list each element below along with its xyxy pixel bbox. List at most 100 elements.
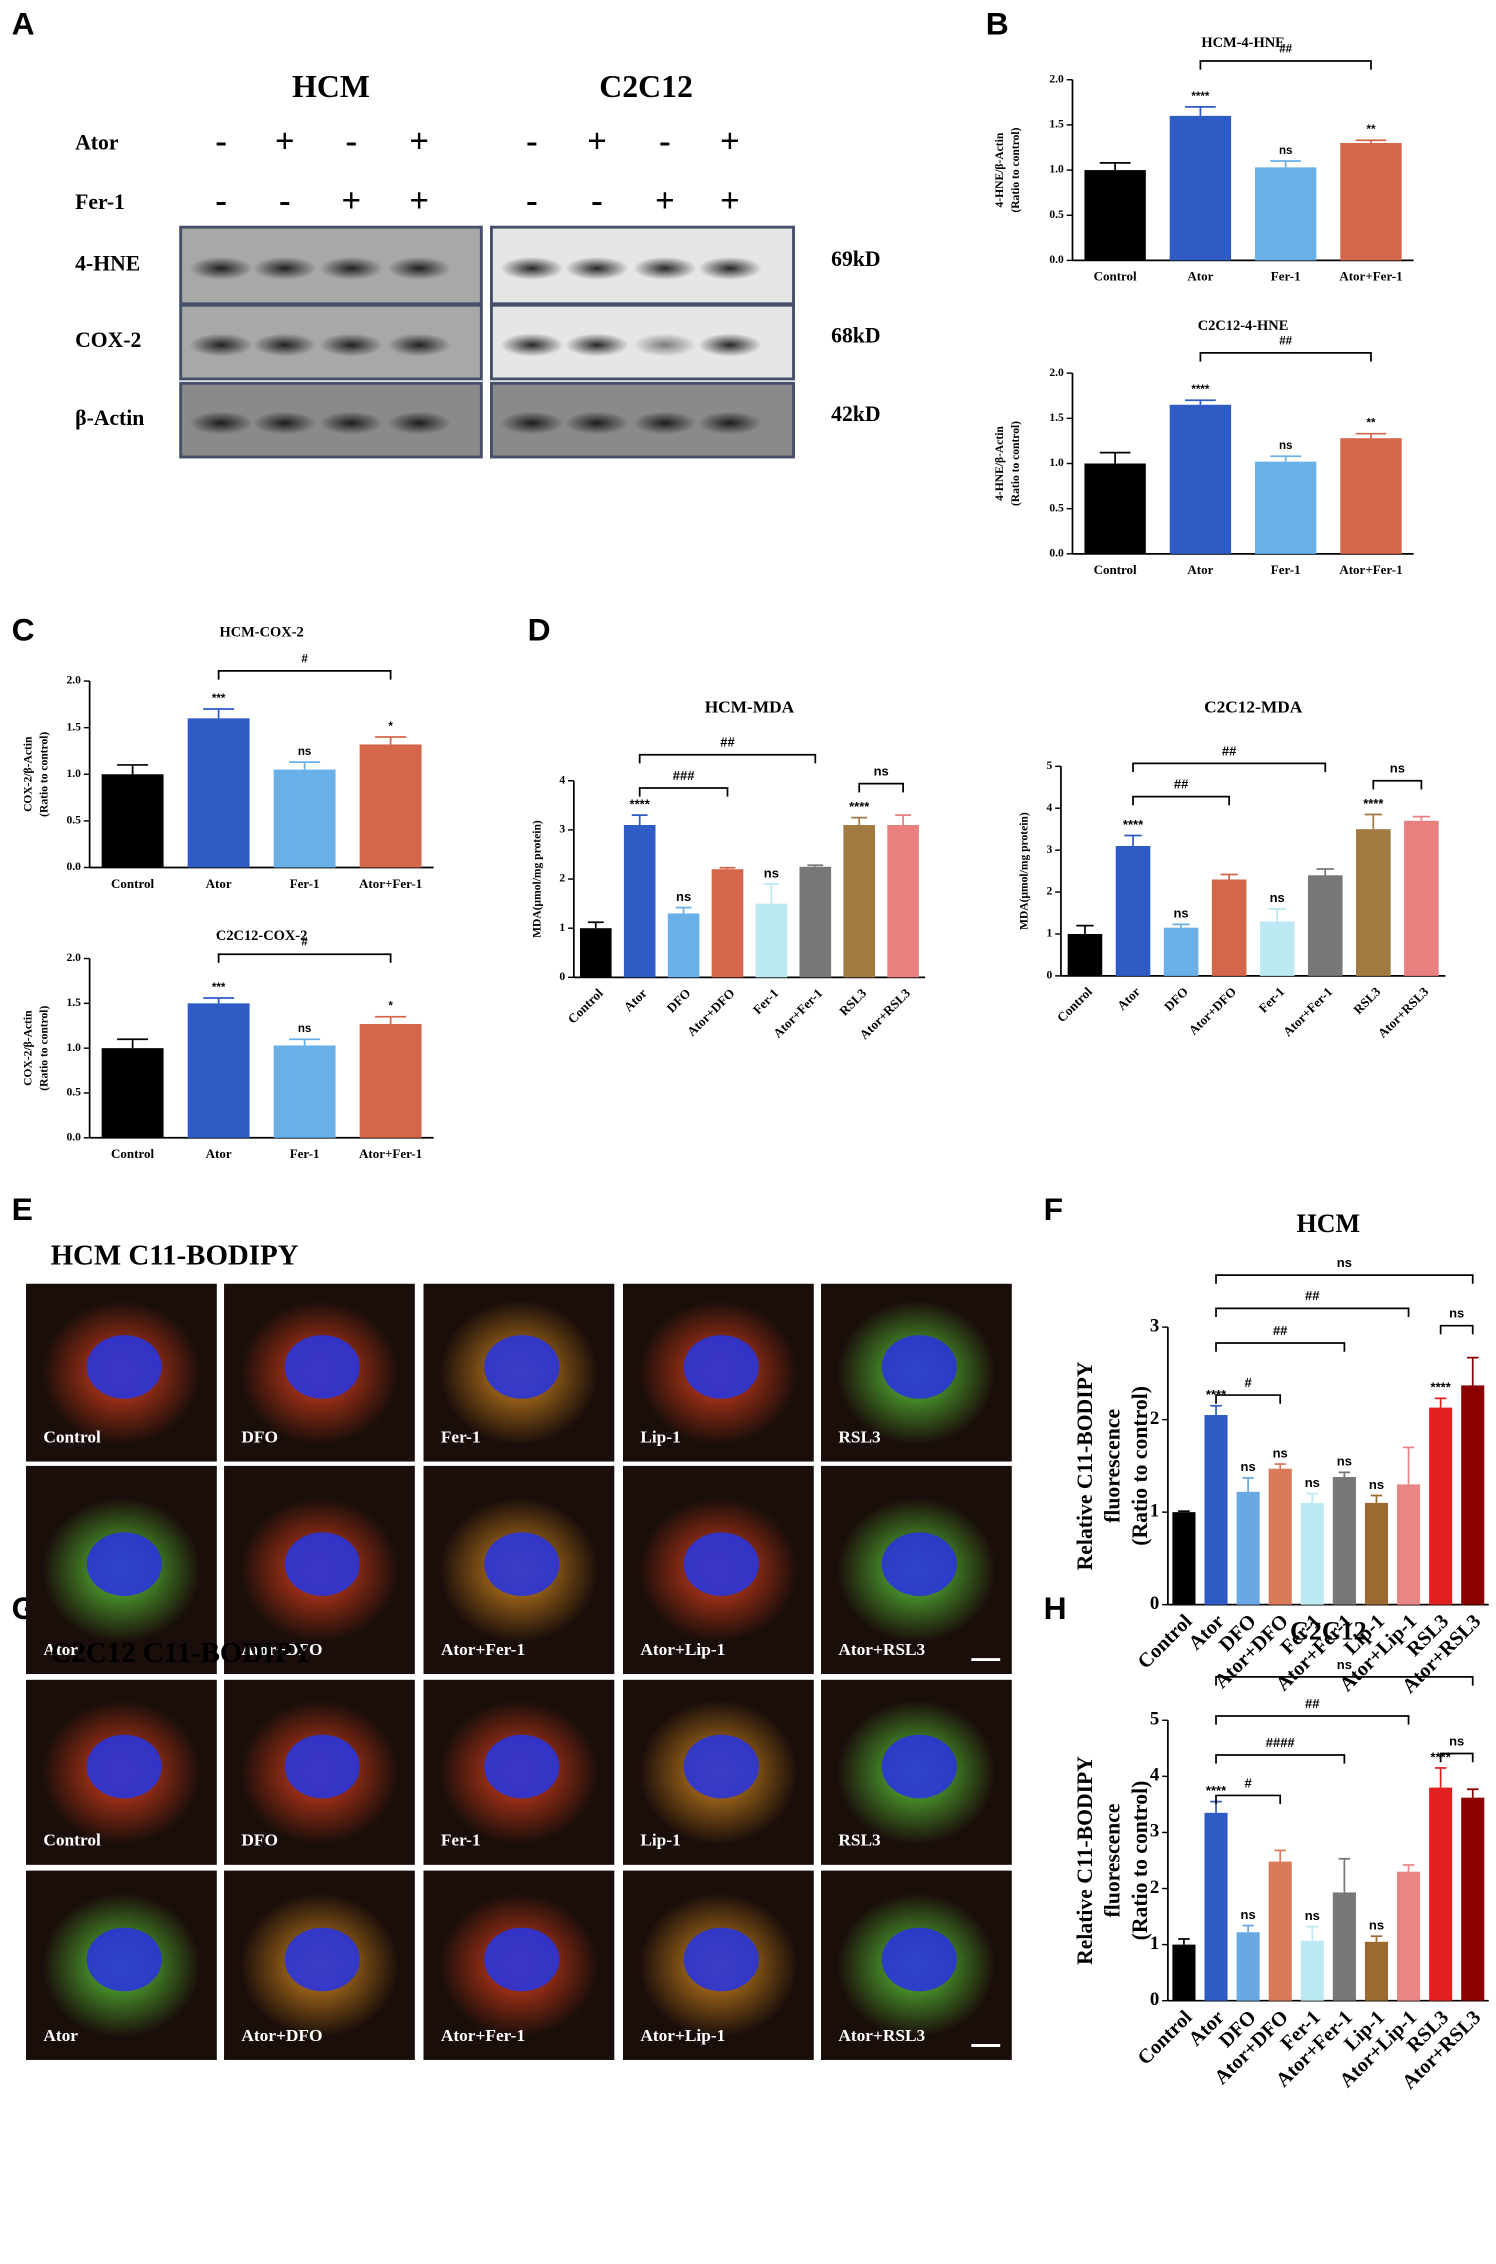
micrograph-label: Ator+Fer-1 [441, 2026, 525, 2045]
y-tick-label: 3 [1046, 843, 1052, 856]
bar [187, 1003, 250, 1138]
micrograph-label: Ator [43, 1640, 78, 1659]
micrograph-label: Control [43, 1427, 101, 1446]
sign: + [587, 122, 607, 161]
size-label: 42kD [831, 402, 880, 426]
y-tick-label: 0.5 [67, 814, 82, 827]
nucleus [683, 1734, 759, 1799]
bar [1364, 1502, 1389, 1605]
y-axis-label: fluorescence [1100, 1409, 1124, 1523]
bracket [1215, 1307, 1410, 1318]
bar [1169, 404, 1232, 554]
bracket-label: ns [1337, 1255, 1352, 1270]
bar [101, 774, 164, 868]
bracket [1132, 762, 1327, 773]
chart-title: HCM-COX-2 [220, 625, 304, 641]
y-tick-label: 0.0 [67, 1130, 82, 1143]
x-tick-label: Ator+RSL3 [1375, 984, 1432, 1041]
nucleus [86, 1335, 162, 1399]
y-tick-label: 1.5 [67, 720, 82, 733]
bracket [638, 787, 729, 797]
bar [1397, 1871, 1421, 2001]
x-tick-label: DFO [1161, 984, 1191, 1014]
nucleus [86, 1532, 162, 1596]
micrograph-label: Fer-1 [441, 1831, 481, 1850]
x-tick-label: Control [111, 1146, 154, 1161]
sign: - [591, 181, 603, 220]
chart-title: HCM [1297, 1209, 1361, 1238]
micrograph-label: Fer-1 [441, 1427, 481, 1446]
bar [1364, 1941, 1389, 2001]
y-tick-label: 3 [1150, 1821, 1159, 1842]
x-tick-label: Ator+DFO [1186, 984, 1240, 1038]
y-tick-label: 2.0 [1049, 366, 1064, 379]
sign: - [659, 122, 671, 161]
nucleus [284, 1335, 360, 1399]
bracket [1215, 1274, 1474, 1284]
bracket-label: # [1244, 1775, 1252, 1790]
significance-label: ns [1369, 1918, 1384, 1933]
y-tick-label: 2 [1046, 885, 1052, 898]
significance-label: ns [1337, 1454, 1352, 1469]
sign: + [409, 122, 429, 161]
bar [1169, 115, 1232, 261]
bar [1172, 1944, 1196, 2001]
chart-title: HCM-MDA [705, 697, 795, 716]
y-tick-label: 2 [1150, 1408, 1159, 1429]
chart-title: C2C12 [1290, 1617, 1367, 1646]
bar [273, 769, 336, 868]
y-axis-label: COX-2/β-Actin [22, 736, 35, 812]
y-tick-label: 1 [1046, 927, 1052, 940]
x-tick-label: Ator [1187, 562, 1213, 577]
bar [1340, 142, 1402, 261]
treatment-label: Ator [75, 131, 119, 155]
y-tick-label: 0 [1150, 1989, 1159, 2010]
nucleus [484, 1734, 560, 1799]
blot-band [252, 333, 317, 357]
bar [1268, 1468, 1292, 1605]
bracket-label: ## [1279, 43, 1292, 55]
x-tick-label: Ator+Fer-1 [1280, 984, 1335, 1039]
bar [1067, 933, 1103, 976]
blot-band [319, 256, 384, 280]
panel-label: B [986, 6, 1009, 42]
x-tick-label: Control [565, 985, 606, 1026]
x-tick-label: Ator [206, 876, 232, 891]
y-tick-label: 1.0 [1049, 456, 1064, 469]
bar [623, 824, 656, 978]
bar [1236, 1932, 1260, 2001]
micrograph-label: DFO [241, 1427, 278, 1446]
significance-label: ns [1305, 1908, 1320, 1923]
bar [1461, 1797, 1485, 2001]
x-tick-label: Fer-1 [1271, 562, 1301, 577]
bar [755, 903, 788, 978]
bar [1115, 845, 1151, 976]
micrograph-label: Ator+Lip-1 [640, 1640, 725, 1659]
chart-title: C2C12-COX-2 [216, 928, 307, 944]
micrograph-label: Ator+Fer-1 [441, 1640, 525, 1659]
protein-label: 4-HNE [75, 251, 140, 275]
significance-label: **** [1123, 817, 1144, 832]
y-tick-label: 3 [1150, 1315, 1159, 1336]
sign: - [345, 122, 357, 161]
y-tick-label: 5 [1150, 1709, 1159, 1730]
y-axis-label: (Ratio to control) [37, 1005, 50, 1090]
significance-label: ns [1270, 890, 1285, 905]
sign: - [526, 122, 538, 161]
blot-band [633, 333, 697, 357]
significance-label: *** [212, 982, 226, 994]
significance-label: **** [630, 796, 651, 811]
bar [1204, 1812, 1228, 2001]
treatment-label: Fer-1 [75, 190, 125, 214]
micrograph-label: Ator+Lip-1 [640, 2026, 725, 2045]
bracket-label: ### [673, 768, 695, 783]
bar [1268, 1861, 1292, 2001]
bar [101, 1048, 164, 1138]
bar [1429, 1407, 1453, 1605]
significance-label: **** [1431, 1380, 1452, 1395]
protein-label: β-Actin [75, 406, 144, 430]
x-tick-label: Control [1094, 269, 1137, 284]
x-tick-label: Fer-1 [1271, 269, 1301, 284]
x-tick-label: Ator+Fer-1 [359, 1146, 422, 1161]
bar [1254, 167, 1317, 261]
